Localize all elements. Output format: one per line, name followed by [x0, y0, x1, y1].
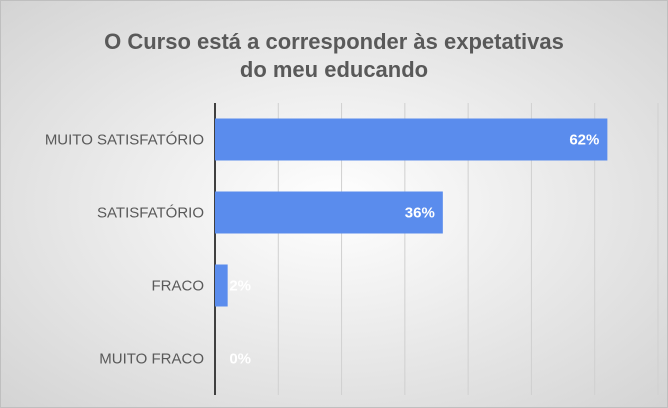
- data-label: 36%: [405, 204, 435, 221]
- data-label: 2%: [229, 277, 251, 294]
- bar: [215, 118, 608, 161]
- chart-title: O Curso está a corresponder às expetativ…: [104, 29, 564, 54]
- data-label: 0%: [229, 350, 251, 367]
- y-tick-label: FRACO: [152, 277, 205, 294]
- y-tick-label: MUITO SATISFATÓRIO: [45, 131, 204, 148]
- bar: [215, 191, 443, 234]
- y-tick-label: MUITO FRACO: [99, 350, 204, 367]
- bar: [215, 264, 228, 307]
- data-label: 62%: [569, 131, 599, 148]
- chart-title: do meu educando: [240, 57, 428, 82]
- y-tick-label: SATISFATÓRIO: [97, 204, 204, 221]
